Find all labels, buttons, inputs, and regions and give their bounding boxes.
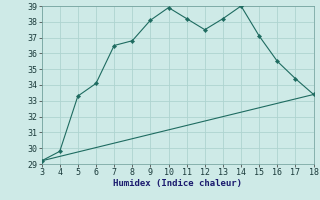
X-axis label: Humidex (Indice chaleur): Humidex (Indice chaleur) — [113, 179, 242, 188]
